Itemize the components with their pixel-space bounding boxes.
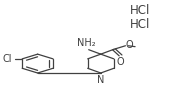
Text: O: O [117,57,124,67]
Text: NH₂: NH₂ [77,38,95,48]
Text: O: O [126,40,133,50]
Text: HCl: HCl [130,18,150,31]
Text: Cl: Cl [3,54,13,64]
Text: N: N [97,75,105,85]
Text: HCl: HCl [130,4,150,17]
